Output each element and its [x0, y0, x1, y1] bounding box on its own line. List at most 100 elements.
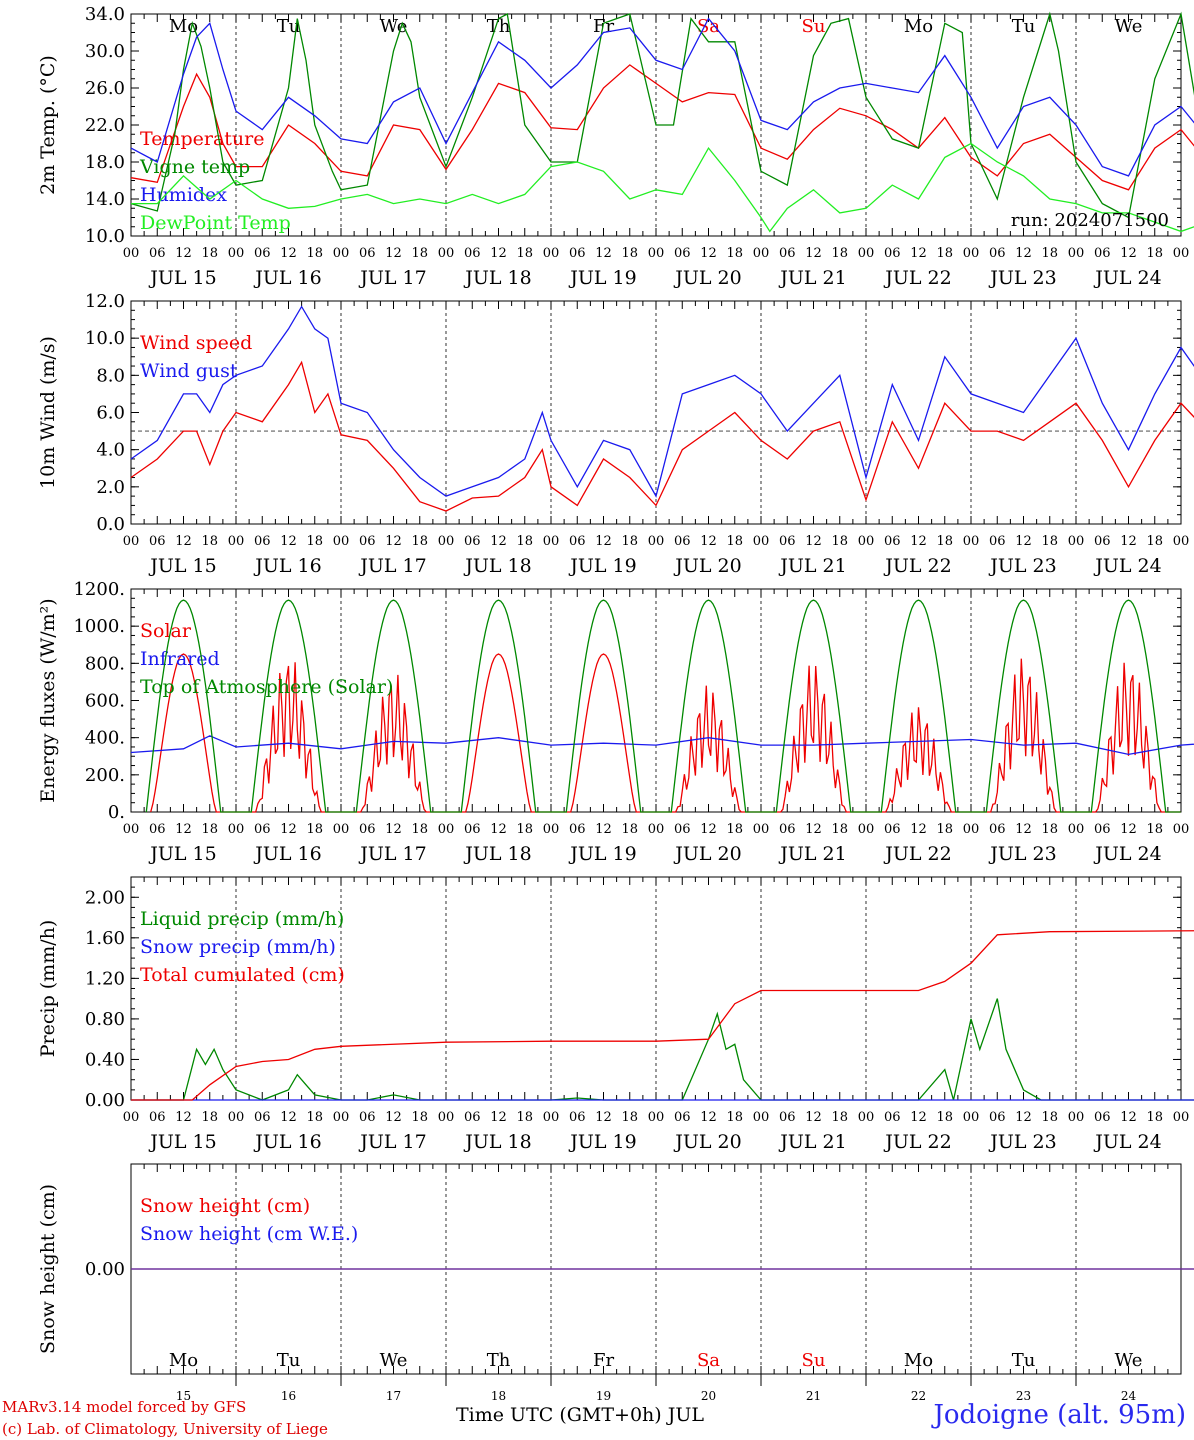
hour-tick-label: 00 — [543, 246, 560, 261]
hour-tick-label: 18 — [516, 534, 533, 549]
day-label: JUL 23 — [988, 1131, 1056, 1153]
day-number: 17 — [386, 1389, 401, 1403]
hour-tick-label: 12 — [385, 1110, 402, 1125]
day-label: JUL 18 — [463, 267, 531, 289]
hour-tick-label: 12 — [700, 1110, 717, 1125]
weekday-label: Tu — [1012, 1350, 1036, 1371]
y-axis-label: Snow height (cm) — [37, 1184, 59, 1354]
hour-tick-label: 00 — [333, 246, 350, 261]
location-title: Jodoigne (alt. 95m) — [933, 1400, 1186, 1430]
hour-tick-label: 00 — [1173, 822, 1190, 837]
hour-tick-label: 12 — [490, 822, 507, 837]
hour-tick-label: 12 — [490, 534, 507, 549]
hour-tick-label: 18 — [306, 246, 323, 261]
hour-tick-label: 18 — [936, 822, 953, 837]
hour-tick-label: 12 — [700, 246, 717, 261]
day-number: 16 — [281, 1389, 296, 1403]
hour-tick-label: 06 — [359, 1110, 376, 1125]
day-label: JUL 16 — [253, 843, 321, 865]
y-axis-label: 2m Temp. (°C) — [37, 55, 59, 195]
hour-tick-label: 12 — [490, 1110, 507, 1125]
hour-tick-label: 00 — [963, 534, 980, 549]
day-label: JUL 18 — [463, 843, 531, 865]
day-label: JUL 17 — [358, 555, 426, 577]
weekday-label: Tu — [277, 1350, 301, 1371]
hour-tick-label: 06 — [149, 246, 166, 261]
hour-tick-label: 00 — [1173, 534, 1190, 549]
hour-tick-label: 00 — [963, 1110, 980, 1125]
y-tick-label: 200. — [85, 765, 125, 786]
hour-tick-label: 00 — [543, 534, 560, 549]
hour-tick-label: 00 — [123, 246, 140, 261]
hour-tick-label: 18 — [201, 822, 218, 837]
hour-tick-label: 06 — [989, 246, 1006, 261]
credit-line-2: (c) Lab. of Climatology, University of L… — [2, 1420, 328, 1438]
day-number: 19 — [596, 1389, 611, 1403]
hour-tick-label: 18 — [831, 534, 848, 549]
y-tick-label: 0. — [108, 802, 125, 823]
day-label: JUL 22 — [883, 267, 951, 289]
day-label: JUL 15 — [148, 843, 216, 865]
series-line — [130, 11, 1194, 219]
hour-tick-label: 06 — [359, 822, 376, 837]
y-tick-label: 6.0 — [96, 403, 125, 424]
weekday-label: Mo — [904, 16, 933, 37]
run-label: run: 2024071500 — [1011, 210, 1169, 231]
hour-tick-label: 06 — [464, 1110, 481, 1125]
hour-tick-label: 00 — [1173, 1110, 1190, 1125]
hour-tick-label: 18 — [1146, 1110, 1163, 1125]
hour-tick-label: 00 — [438, 534, 455, 549]
weekday-label: Th — [487, 1350, 511, 1371]
day-label: JUL 23 — [988, 555, 1056, 577]
hour-tick-label: 18 — [936, 534, 953, 549]
day-label: JUL 21 — [778, 843, 846, 865]
hour-tick-label: 06 — [989, 822, 1006, 837]
hour-tick-label: 18 — [831, 822, 848, 837]
day-number: 18 — [491, 1389, 506, 1403]
hour-tick-label: 12 — [595, 1110, 612, 1125]
day-number: 24 — [1121, 1389, 1137, 1403]
hour-tick-label: 00 — [648, 822, 665, 837]
y-tick-label: 4.0 — [96, 440, 125, 461]
hour-tick-label: 12 — [910, 1110, 927, 1125]
hour-tick-label: 00 — [1068, 822, 1085, 837]
day-label: JUL 20 — [673, 555, 741, 577]
hour-tick-label: 18 — [306, 1110, 323, 1125]
weekday-label: We — [380, 16, 408, 37]
hour-tick-label: 06 — [569, 246, 586, 261]
hour-tick-label: 06 — [779, 246, 796, 261]
hour-tick-label: 06 — [674, 1110, 691, 1125]
hour-tick-label: 12 — [175, 1110, 192, 1125]
y-tick-label: 0.40 — [85, 1049, 125, 1070]
hour-tick-label: 12 — [1120, 246, 1137, 261]
hour-tick-label: 12 — [910, 534, 927, 549]
hour-tick-label: 06 — [674, 534, 691, 549]
weekday-label: Th — [487, 16, 511, 37]
hour-tick-label: 18 — [1041, 534, 1058, 549]
hour-tick-label: 00 — [858, 534, 875, 549]
weekday-label: Mo — [169, 1350, 198, 1371]
hour-tick-label: 18 — [621, 534, 638, 549]
hour-tick-label: 00 — [1173, 246, 1190, 261]
y-axis-label: Energy fluxes (W/m²) — [37, 598, 59, 802]
hour-tick-label: 06 — [569, 1110, 586, 1125]
hour-tick-label: 00 — [438, 1110, 455, 1125]
day-label: JUL 23 — [988, 843, 1056, 865]
hour-tick-label: 00 — [438, 822, 455, 837]
hour-tick-label: 00 — [753, 822, 770, 837]
hour-tick-label: 00 — [333, 534, 350, 549]
day-label: JUL 17 — [358, 267, 426, 289]
hour-tick-label: 00 — [123, 822, 140, 837]
hour-tick-label: 00 — [333, 822, 350, 837]
hour-tick-label: 00 — [123, 534, 140, 549]
panel-2: 0. 200. 400. 600. 800. 1000. 1200. Energy fluxe… — [37, 579, 1194, 865]
hour-tick-label: 12 — [1015, 534, 1032, 549]
y-tick-label: 22.0 — [85, 115, 125, 136]
weekday-label: Su — [802, 16, 826, 37]
hour-tick-label: 12 — [805, 534, 822, 549]
day-label: JUL 21 — [778, 555, 846, 577]
y-tick-label: 8.0 — [96, 365, 125, 386]
day-label: JUL 15 — [148, 267, 216, 289]
hour-tick-label: 00 — [858, 1110, 875, 1125]
hour-tick-label: 06 — [569, 534, 586, 549]
